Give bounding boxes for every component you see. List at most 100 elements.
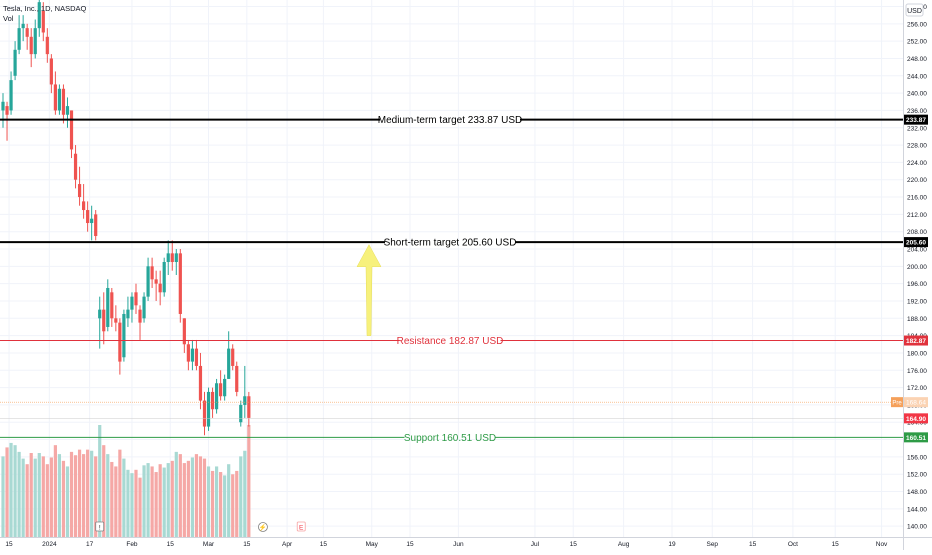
candle[interactable]	[243, 365, 247, 418]
candle[interactable]	[98, 296, 102, 349]
candle[interactable]	[118, 318, 122, 375]
horizontal-levels[interactable]: Medium-term target 233.87 USD Short-term …	[0, 115, 903, 444]
volume-bar	[142, 465, 146, 537]
candle-body	[86, 210, 90, 224]
candle[interactable]	[13, 41, 17, 81]
candle[interactable]	[214, 378, 219, 414]
level-resistance[interactable]: Resistance 182.87 USD	[0, 336, 903, 347]
candle[interactable]	[77, 166, 82, 206]
candle[interactable]	[73, 145, 78, 189]
candle[interactable]	[182, 318, 186, 353]
candle-body	[202, 400, 207, 427]
target-arrow[interactable]	[356, 244, 382, 336]
candle[interactable]	[202, 391, 207, 436]
candle[interactable]	[17, 15, 21, 55]
candle[interactable]	[69, 110, 74, 159]
candle[interactable]	[61, 84, 66, 124]
candle[interactable]	[210, 387, 215, 418]
pre-market-axis-tag-text: 168.64	[906, 400, 926, 407]
candle[interactable]	[110, 287, 114, 327]
candle[interactable]	[65, 97, 70, 128]
candle[interactable]	[166, 240, 170, 275]
candle[interactable]	[5, 101, 9, 141]
candle-body	[138, 309, 142, 323]
price-axis[interactable]: 140.00144.00148.00152.00156.00160.00164.…	[907, 4, 927, 531]
candle[interactable]	[9, 71, 13, 115]
level-medium-term-target[interactable]: Medium-term target 233.87 USD	[0, 115, 903, 126]
candle[interactable]	[114, 305, 118, 332]
candle[interactable]	[206, 387, 211, 431]
candle[interactable]	[106, 279, 110, 332]
event-marker[interactable]: ⚡	[258, 522, 268, 532]
candle[interactable]	[142, 292, 146, 323]
candle[interactable]	[219, 370, 223, 401]
time-axis[interactable]: 15 2024 17 Feb 15 Mar 15 Apr 15 May 15 Jun Jul 15 Aug 1…	[5, 541, 888, 548]
candle[interactable]	[178, 249, 182, 323]
price-tick-label: 236.00	[907, 108, 927, 115]
candle[interactable]	[1, 93, 5, 128]
candle[interactable]	[154, 270, 158, 301]
candle[interactable]	[235, 361, 239, 397]
candle[interactable]	[90, 205, 94, 241]
symbol-legend[interactable]: Tesla, Inc., 1D, NASDAQ	[3, 4, 87, 13]
volume-bar	[235, 470, 239, 537]
candle-body	[5, 106, 9, 115]
candle[interactable]	[126, 296, 130, 327]
candle[interactable]	[53, 71, 57, 115]
candle[interactable]	[190, 339, 195, 371]
candle-body	[198, 365, 203, 401]
volume-bar	[41, 456, 45, 537]
candle[interactable]	[82, 184, 86, 219]
candle[interactable]	[29, 28, 33, 68]
volume-bar	[114, 466, 118, 537]
candle[interactable]	[49, 54, 53, 94]
currency-button[interactable]	[905, 3, 924, 17]
time-tick-label: 15	[243, 541, 251, 548]
candle[interactable]	[86, 201, 90, 232]
candle[interactable]	[162, 257, 166, 297]
price-tick-label: 172.00	[907, 385, 927, 392]
candle-body	[94, 214, 98, 237]
candle[interactable]	[57, 84, 62, 115]
candle[interactable]	[146, 257, 150, 301]
candle[interactable]	[41, 2, 45, 42]
event-marker[interactable]: E	[296, 521, 306, 532]
candle[interactable]	[138, 305, 142, 340]
candle[interactable]	[21, 15, 25, 42]
candle[interactable]	[174, 249, 178, 275]
candle[interactable]	[158, 270, 162, 306]
candle[interactable]	[231, 344, 235, 371]
time-tick-label: 15	[5, 541, 13, 548]
candle[interactable]	[198, 352, 203, 410]
candle[interactable]	[102, 292, 106, 345]
currency-label[interactable]: USD	[907, 8, 922, 15]
price-tick-label: 256.00	[907, 21, 927, 28]
candle[interactable]	[37, 0, 41, 37]
candle[interactable]	[186, 339, 190, 371]
candle[interactable]	[150, 257, 154, 288]
candle[interactable]	[33, 19, 37, 59]
arrow-shape[interactable]	[356, 244, 382, 336]
event-markers[interactable]: ! ⚡ E	[95, 521, 306, 532]
candle[interactable]	[94, 210, 98, 241]
volume-bar	[37, 453, 41, 537]
candle[interactable]	[130, 292, 134, 323]
candle[interactable]	[170, 240, 174, 271]
candlestick-series[interactable]	[1, 0, 251, 436]
candle[interactable]	[134, 283, 138, 314]
candle[interactable]	[25, 23, 29, 50]
event-marker[interactable]: !	[95, 521, 105, 532]
candle[interactable]	[239, 400, 243, 427]
candle-body	[231, 348, 235, 366]
level-short-term-target[interactable]: Short-term target 205.60 USD	[0, 238, 903, 249]
volume-legend[interactable]: Vol	[3, 14, 14, 23]
candle[interactable]	[194, 339, 199, 371]
candle[interactable]	[247, 391, 251, 427]
candle[interactable]	[223, 374, 227, 401]
candle[interactable]	[45, 28, 49, 63]
candle[interactable]	[122, 309, 126, 362]
level-support[interactable]: Support 160.51 USD	[0, 433, 903, 444]
last-price-tag	[904, 413, 928, 424]
candle[interactable]	[227, 331, 231, 379]
